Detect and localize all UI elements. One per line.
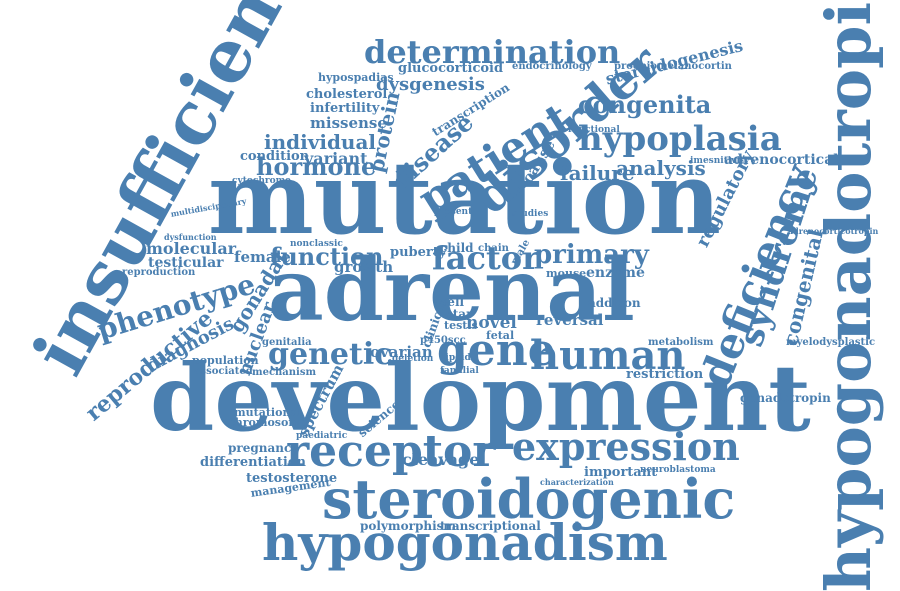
- word-transcriptional: transcriptional: [440, 519, 541, 533]
- word-dysgenesis: dysgenesis: [376, 74, 485, 95]
- word-molecular: molecular: [146, 239, 237, 258]
- word-factor: factor: [432, 239, 539, 277]
- word-primary: primary: [534, 240, 649, 270]
- word-metabolism: metabolism: [648, 337, 714, 348]
- word-testicular: testicular: [148, 255, 224, 271]
- word-functional: functional: [568, 125, 620, 135]
- word-addison: addison: [588, 296, 641, 310]
- word-cell: cell: [440, 295, 465, 309]
- word-associated: associated: [194, 366, 253, 377]
- word-deletion: deletion: [392, 354, 434, 364]
- word-human: human: [530, 332, 686, 379]
- word-condition: condition: [240, 149, 310, 164]
- word-polymorphism: polymorphism: [360, 519, 457, 533]
- word-important: important: [584, 465, 658, 480]
- word-differentiation: differentiation: [200, 455, 306, 470]
- word-glucocorticoid: glucocorticoid: [398, 61, 504, 76]
- word-adrenal: adrenal: [268, 240, 635, 341]
- word-reversal: reversal: [536, 311, 604, 329]
- word-adrenocortical: adrenocortical: [724, 152, 839, 168]
- word-lipoid: lipoid: [442, 353, 471, 363]
- word-restriction: restriction: [626, 367, 704, 382]
- word-proopiomelanocortin: proopiomelanocortin: [614, 61, 732, 72]
- word-female: female: [234, 248, 291, 266]
- word-puberty: puberty: [390, 245, 447, 260]
- word-chromosome: chromosome: [228, 416, 307, 429]
- word-individual: individual: [264, 130, 377, 154]
- word-mutational: mutational: [234, 406, 302, 419]
- word-enzyme: enzyme: [586, 265, 645, 281]
- word-pregnancy: pregnancy: [228, 441, 299, 455]
- word-hormone: hormone: [256, 152, 377, 181]
- word-hypoplasia: hypoplasia: [578, 119, 782, 159]
- word-ovarian: ovarian: [370, 343, 433, 361]
- word-star: star: [446, 307, 473, 321]
- word-cholesterol: cholesterol: [306, 87, 388, 102]
- word-infertility: infertility: [310, 101, 380, 116]
- word-gonadotropin: gonadotropin: [740, 391, 831, 405]
- word-testosterone: testosterone: [246, 471, 338, 486]
- word-genetic: genetic: [268, 337, 393, 372]
- word-p450scc: p450scc: [420, 335, 466, 346]
- word-cytochrome: cytochrome: [232, 176, 291, 186]
- word-familial: familial: [440, 366, 479, 376]
- word-myelodysplastic: myelodysplastic: [786, 337, 876, 348]
- word-determination: determination: [364, 33, 621, 71]
- word-imesnitivity: imesnitivity: [690, 156, 750, 166]
- word-genitalia: genitalia: [262, 337, 312, 348]
- word-child: child: [440, 241, 474, 255]
- word-mechanism: mechanism: [252, 367, 317, 378]
- word-function: function: [270, 242, 384, 271]
- word-dysfunction: dysfunction: [164, 232, 217, 242]
- word-receptor: receptor: [286, 426, 496, 477]
- word-endocrinology: endocrinology: [512, 61, 592, 72]
- word-nonclassic: nonclassic: [290, 239, 343, 249]
- word-testis: testis: [444, 319, 478, 332]
- word-gene: gene: [437, 325, 556, 376]
- word-population: population: [192, 354, 259, 367]
- word-fetal: fetal: [486, 329, 515, 342]
- word-congenita: congenita: [578, 90, 712, 119]
- word-development: development: [150, 344, 811, 452]
- word-expression: expression: [512, 424, 740, 469]
- word-hypospadias: hypospadias: [318, 71, 394, 84]
- word-steroidogenic: steroidogenic: [322, 467, 736, 531]
- word-paediatric: paediatric: [296, 431, 348, 441]
- word-failure: failure: [560, 161, 635, 185]
- word-reproduction: reproduction: [122, 267, 196, 278]
- word-characterization: characterization: [540, 477, 614, 487]
- word-growth: growth: [334, 258, 394, 276]
- word-present: present: [434, 207, 473, 217]
- word-missense: missense: [310, 114, 387, 132]
- word-mouse: mouse: [546, 267, 587, 280]
- word-studies: studies: [512, 209, 549, 219]
- word-novel: novel: [466, 313, 517, 333]
- word-chain: chain: [478, 243, 509, 254]
- word-neuroblastoma: neuroblastoma: [640, 465, 716, 475]
- word-cleavage: cleavage: [402, 450, 480, 469]
- word-hypogonadotropic: hypogonadotropic: [812, 0, 885, 591]
- word-analysis: analysis: [616, 156, 706, 180]
- word-hypogonadism: hypogonadism: [262, 513, 668, 572]
- word-mutation: mutation: [208, 139, 722, 257]
- word-adrenocorticotropin: adrenocorticotropin: [788, 226, 879, 236]
- word-variant: variant: [304, 149, 368, 168]
